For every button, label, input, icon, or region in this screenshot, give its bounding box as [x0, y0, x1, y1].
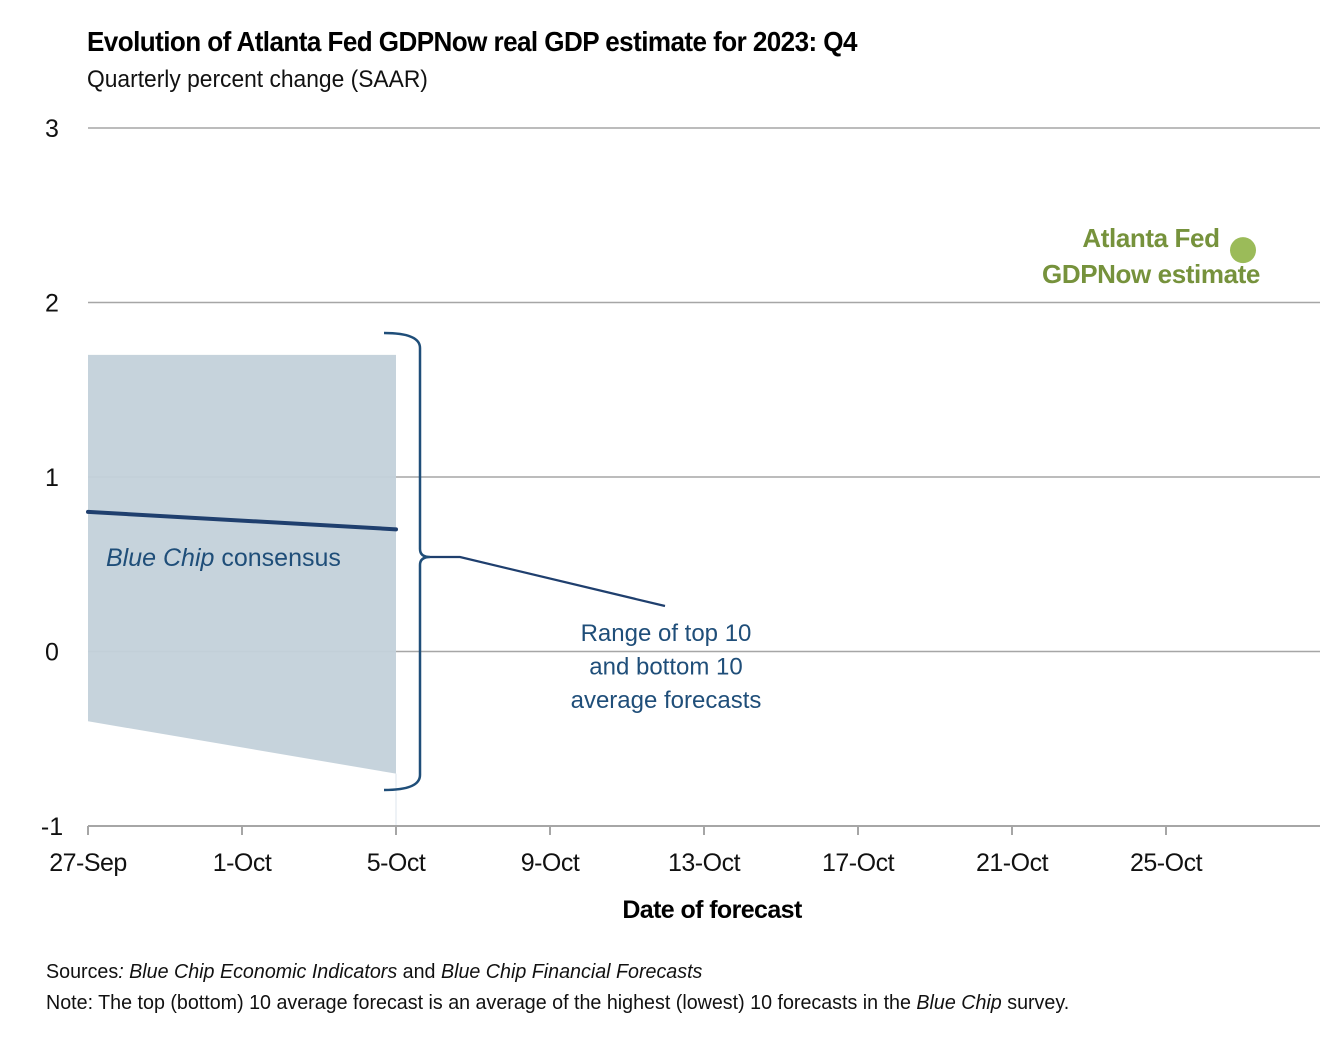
note-text-1: The top (bottom) 10 average forecast is … — [93, 991, 917, 1014]
gdpnow-label-line: Atlanta Fed — [1082, 223, 1219, 253]
consensus-label-italic: Blue Chip — [106, 544, 214, 572]
chart-subtitle: Quarterly percent change (SAAR) — [87, 66, 428, 93]
consensus-label: Blue Chip consensus — [106, 544, 341, 572]
consensus-line — [86, 509, 398, 532]
x-tick-label: 1-Oct — [213, 849, 272, 877]
x-tick-label: 17-Oct — [822, 849, 895, 877]
note-label: Note: — [46, 991, 94, 1014]
x-axis-title: Date of forecast — [622, 896, 803, 924]
x-tick-label: 13-Oct — [668, 849, 741, 877]
consensus-label-rest: consensus — [214, 544, 340, 572]
range-label-line: average forecasts — [571, 687, 762, 714]
x-tick-label: 9-Oct — [521, 849, 580, 877]
sources-mid: and — [397, 960, 441, 983]
y-tick-label: -1 — [41, 813, 63, 841]
x-tick-label: 5-Oct — [367, 849, 426, 877]
chart-title: Evolution of Atlanta Fed GDPNow real GDP… — [87, 26, 857, 57]
y-tick-label: 1 — [45, 464, 59, 492]
range-area — [88, 354, 396, 774]
range-label-line: and bottom 10 — [589, 654, 742, 681]
range-label-line: Range of top 10 — [581, 620, 752, 647]
gdpnow-label-line: GDPNow estimate — [1042, 259, 1260, 289]
x-tick-label: 21-Oct — [976, 849, 1049, 877]
x-tick-label: 27-Sep — [49, 849, 127, 877]
note-text-2: survey. — [1001, 991, 1070, 1014]
gdpnow-point — [1230, 237, 1256, 264]
footnote: Note: The top (bottom) 10 average foreca… — [46, 991, 1069, 1015]
y-tick-label: 2 — [45, 290, 59, 318]
y-tick-label: 3 — [45, 115, 59, 143]
x-tick-label: 25-Oct — [1130, 849, 1203, 877]
sources-note: Sources: Blue Chip Economic Indicators a… — [46, 960, 702, 984]
range-leader-line — [430, 555, 666, 608]
sources-label: Sources — [46, 960, 119, 983]
sources-italic-2: Blue Chip Financial Forecasts — [440, 960, 703, 983]
y-tick-label: 0 — [45, 639, 59, 667]
sources-italic-1: Blue Chip Economic Indicators — [129, 960, 398, 983]
note-italic: Blue Chip — [916, 991, 1002, 1014]
sources-colon: : — [118, 960, 130, 983]
